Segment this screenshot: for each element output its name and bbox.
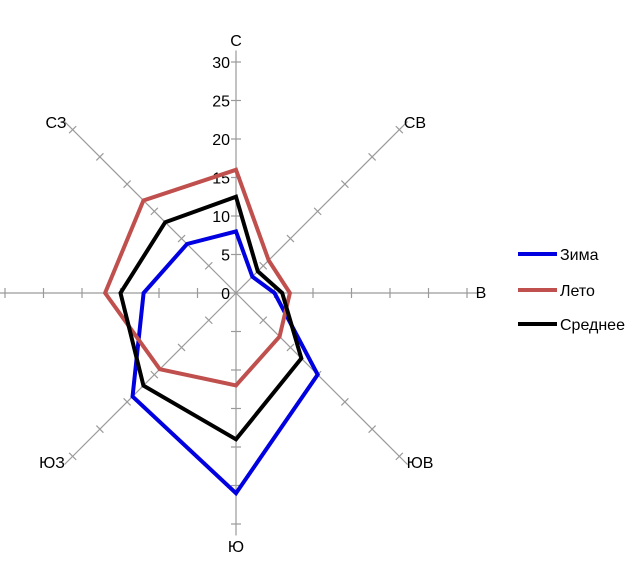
series-line-0: [130, 229, 321, 497]
axis-tick: [286, 343, 295, 352]
tick-label: 10: [212, 209, 230, 226]
series-line-2: [118, 194, 304, 442]
axis-tick: [368, 425, 377, 434]
tick-label: 20: [212, 132, 230, 149]
tick-label: 0: [221, 286, 230, 303]
axis-line-7: [64, 121, 237, 294]
legend-label-0: Зима: [560, 247, 599, 264]
axis-tick: [123, 180, 132, 189]
axis-tick: [150, 370, 159, 379]
tick-label: 30: [212, 55, 230, 72]
legend: Зима Лето Среднее: [518, 247, 625, 334]
direction-label: С: [230, 33, 242, 50]
axis-line-3: [235, 292, 408, 465]
legend-label-1: Лето: [560, 283, 595, 300]
axis-tick: [313, 207, 322, 216]
direction-label: СЗ: [45, 115, 66, 132]
direction-label: В: [476, 285, 487, 302]
axis-tick: [204, 316, 213, 325]
axis-line-1: [235, 121, 408, 294]
tick-label: 5: [221, 248, 230, 265]
axis-tick: [340, 397, 349, 406]
direction-label: ЮВ: [407, 455, 434, 472]
axis-tick: [95, 425, 104, 434]
series-line-1: [102, 167, 293, 388]
axis-tick: [340, 180, 349, 189]
legend-label-2: Среднее: [560, 317, 625, 334]
direction-label: Ю: [228, 539, 244, 556]
axis-line-5: [64, 292, 237, 465]
axis-tick: [177, 343, 186, 352]
axis-tick: [123, 397, 132, 406]
axis-tick: [259, 261, 268, 270]
direction-label: ЮЗ: [39, 455, 65, 472]
axis-tick: [286, 234, 295, 243]
tick-label: 25: [212, 94, 230, 111]
axis-tick: [68, 452, 77, 461]
axis-tick: [68, 125, 77, 134]
axis-tick: [95, 152, 104, 161]
axis-tick: [395, 452, 404, 461]
axis-tick: [150, 207, 159, 216]
direction-label: СВ: [404, 115, 426, 132]
axis-tick: [259, 316, 268, 325]
axis-tick: [204, 261, 213, 270]
axis-tick: [395, 125, 404, 134]
axis-tick: [368, 152, 377, 161]
axis-tick: [177, 234, 186, 243]
